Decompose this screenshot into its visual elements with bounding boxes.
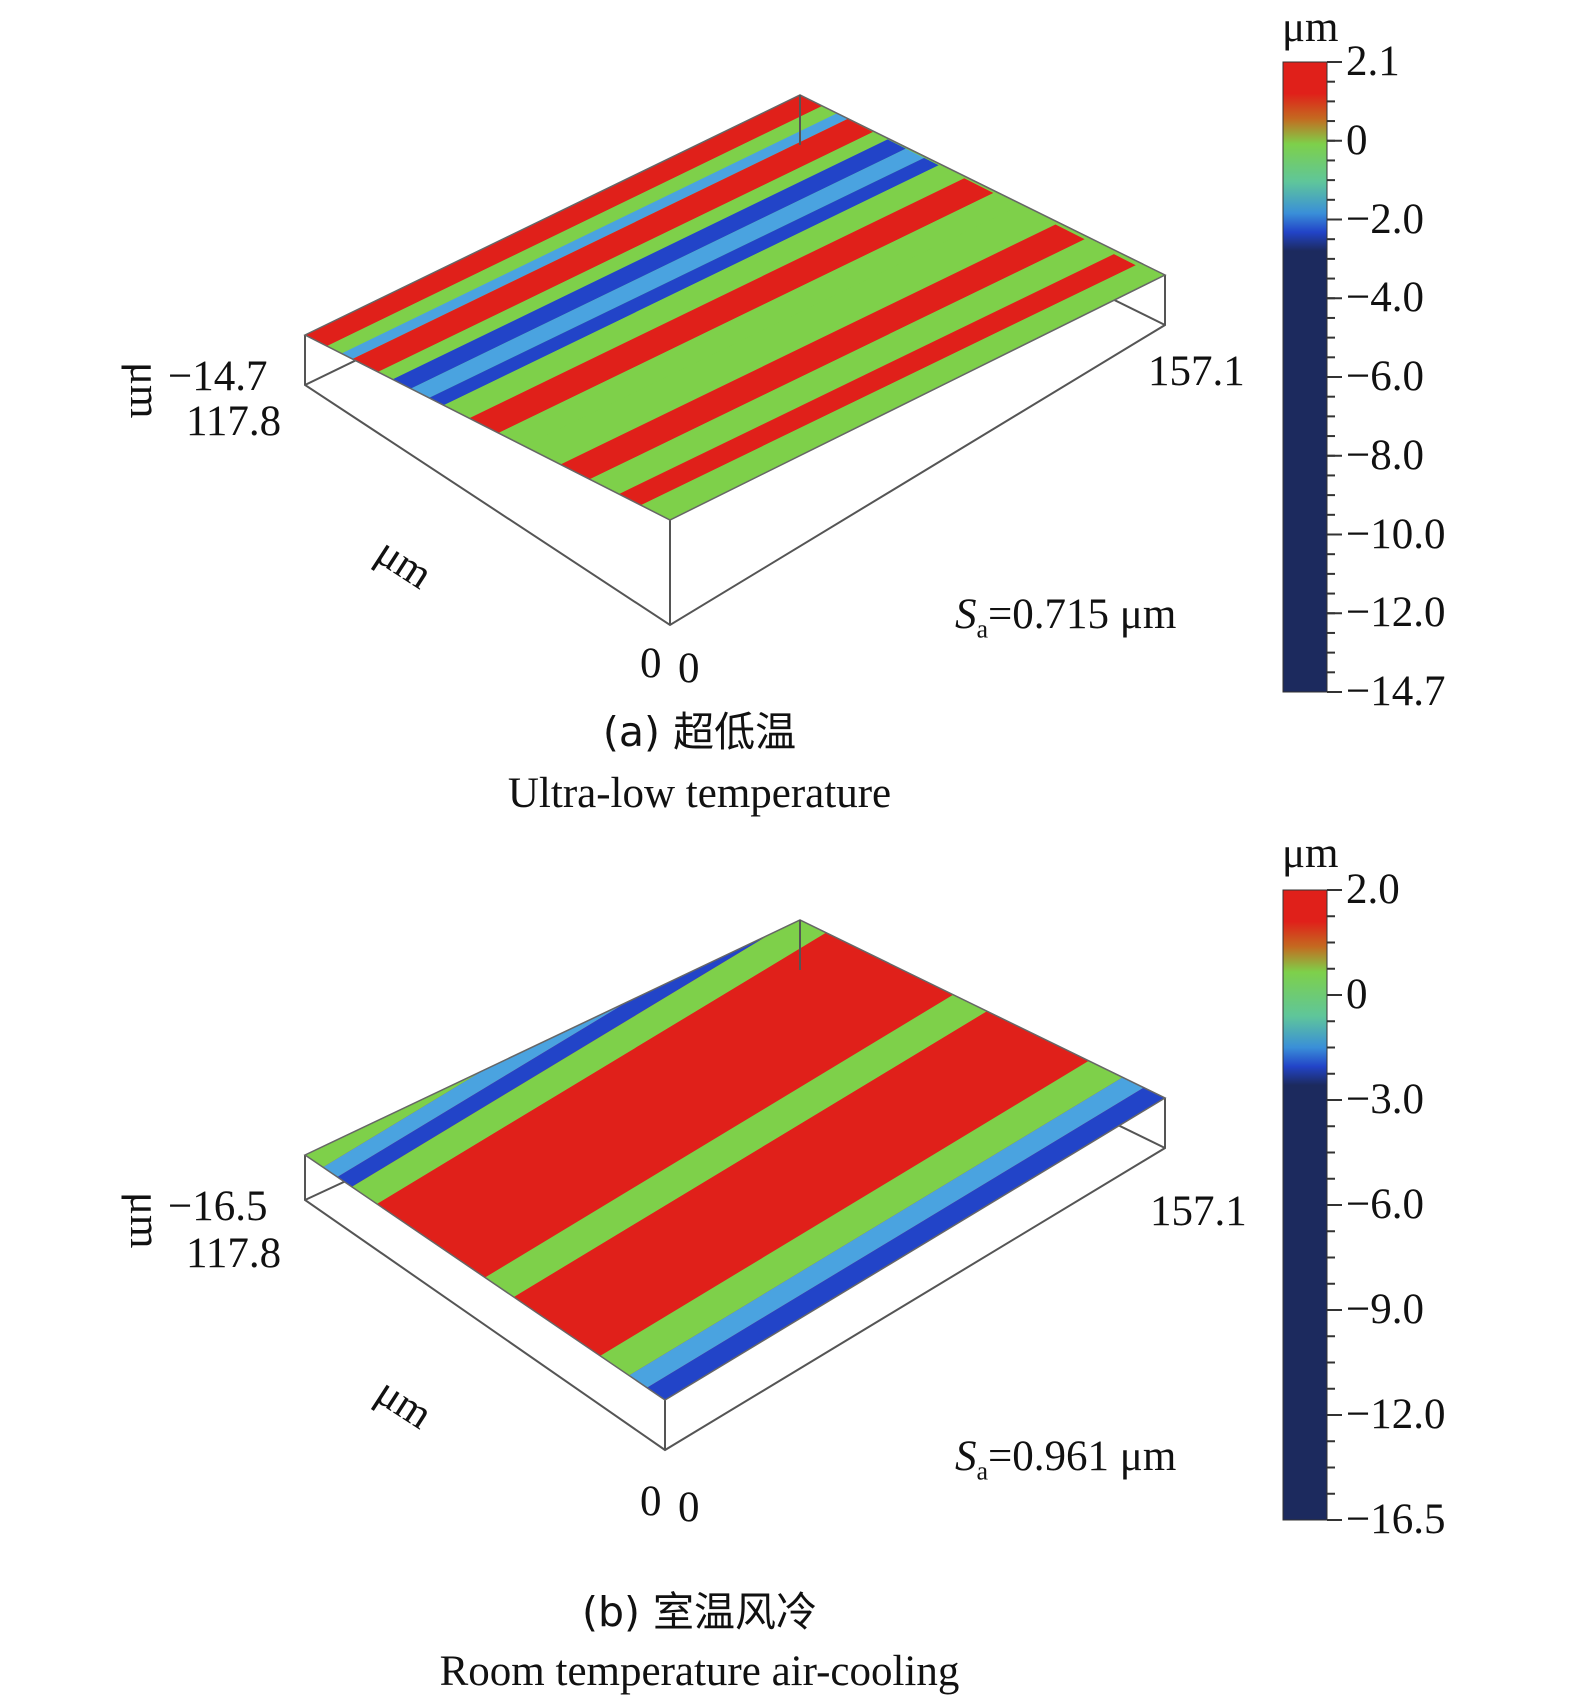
colorbar-tick-label: −4.0 xyxy=(1346,274,1425,322)
colorbar-b xyxy=(1282,889,1328,1521)
caption-zh-b: (b) 室温风冷 xyxy=(581,1588,818,1636)
colorbar-tick-label: 0 xyxy=(1346,971,1368,1018)
surface-band-a xyxy=(326,106,837,354)
colorbar-tick-label: 0 xyxy=(1346,116,1368,164)
colorbar-unit-a: μm xyxy=(1282,4,1339,51)
surface-band-a xyxy=(589,239,1114,495)
y-unit-a: μm xyxy=(121,362,168,419)
colorbar-tick-label: −6.0 xyxy=(1346,353,1425,400)
surface-band-a xyxy=(469,178,994,434)
colorbar-tick-label: −2.0 xyxy=(1346,195,1425,243)
surface-band-a xyxy=(305,95,822,347)
origin-label-b-1: 0 xyxy=(640,1478,662,1525)
surface-band-a xyxy=(378,132,888,380)
surface-band-b xyxy=(513,995,1101,1356)
surface-band-a xyxy=(443,165,965,419)
surface-band-a xyxy=(341,113,848,360)
surface-band-a xyxy=(392,139,906,389)
panel-b: μm 2.0 0 −3.0 −6.0 −9.0 −12.0 −16.5 −16.5 117.… xyxy=(0,830,1575,1704)
y-value-a: 117.8 xyxy=(186,398,282,445)
surface-band-b xyxy=(351,920,877,1204)
surface-band-b xyxy=(629,1073,1147,1388)
origin-label-a-2: 0 xyxy=(678,645,700,692)
x-value-a: 157.1 xyxy=(1148,348,1245,395)
surface-plot-a xyxy=(303,61,1342,693)
surface-band-a xyxy=(524,206,1056,465)
surface-band-a xyxy=(498,193,1019,446)
colorbar-tick-label: −9.0 xyxy=(1346,1286,1425,1333)
colorbar-unit-b: μm xyxy=(1282,830,1339,877)
surface-band-a xyxy=(410,148,925,398)
x-value-b: 157.1 xyxy=(1150,1188,1247,1235)
surface-band-a xyxy=(560,224,1085,480)
y-unit-b: μm xyxy=(121,1192,168,1249)
surface-band-b xyxy=(377,920,985,1278)
sa-value-b: Sa=0.961 μm xyxy=(955,1433,1177,1486)
colorbar-tick-label: −14.7 xyxy=(1346,668,1446,715)
colorbar-tick-label: −3.0 xyxy=(1346,1076,1425,1123)
surface-plot-b xyxy=(303,889,1342,1521)
z-label-top-b: −16.5 xyxy=(168,1183,268,1230)
surface-band-a xyxy=(618,254,1136,506)
surface-band-a xyxy=(352,119,873,372)
colorbar-tick-label: 2.0 xyxy=(1346,866,1400,913)
colorbar-tick-label: −12.0 xyxy=(1346,1391,1446,1438)
surface-b xyxy=(305,920,1165,1400)
colorbar-a xyxy=(1282,61,1328,693)
surface-band-b xyxy=(485,975,1014,1298)
colorbar-tick-label: −16.5 xyxy=(1346,1496,1446,1543)
colorbar-tick-label: −10.0 xyxy=(1346,510,1446,558)
surface-a xyxy=(305,95,1165,520)
surface-band-b xyxy=(600,1053,1129,1376)
caption-zh-a: (a) 超低温 xyxy=(602,708,797,756)
y-value-b: 117.8 xyxy=(186,1230,282,1277)
surface-band-a xyxy=(640,265,1165,520)
colorbar-tick-label: −12.0 xyxy=(1346,589,1446,637)
origin-label-a-1: 0 xyxy=(640,640,662,687)
z-label-top-a: −14.7 xyxy=(168,353,268,400)
colorbar-tick-label: −8.0 xyxy=(1346,431,1425,479)
colorbar-tick-label: 2.1 xyxy=(1346,38,1400,85)
surface-band-a xyxy=(429,157,939,406)
caption-en-b: Room temperature air-cooling xyxy=(439,1648,960,1695)
surface-band-b xyxy=(647,1085,1165,1400)
panel-a: μm 2.1 0 −2.0 −4.0 −6.0 −8.0 −10.0 −12.0 −14.7 −… xyxy=(0,0,1575,830)
sa-value-a: Sa=0.715 μm xyxy=(955,591,1177,644)
caption-en-a: Ultra-low temperature xyxy=(507,770,892,817)
origin-label-b-2: 0 xyxy=(678,1484,700,1531)
colorbar-tick-label: −6.0 xyxy=(1346,1181,1425,1228)
